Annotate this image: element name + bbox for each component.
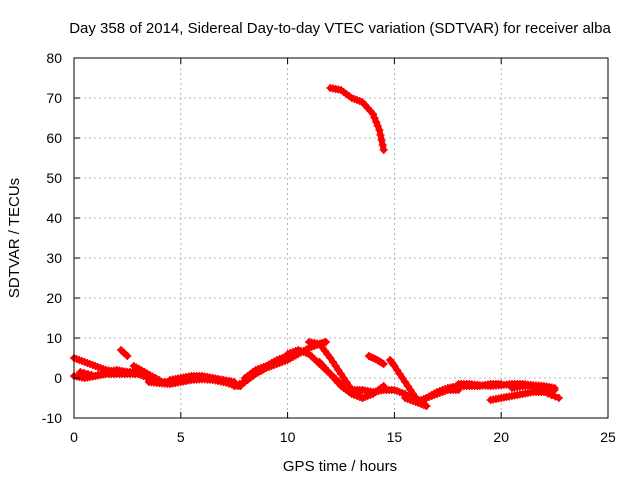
series-track-5 xyxy=(129,362,160,382)
data-point-marker xyxy=(378,141,387,149)
data-point-marker xyxy=(379,360,388,368)
chart-title: Day 358 of 2014, Sidereal Day-to-day VTE… xyxy=(69,20,611,37)
x-tick-label: 5 xyxy=(177,429,185,445)
x-tick-label: 20 xyxy=(493,429,509,445)
y-tick-label: 30 xyxy=(46,250,62,266)
data-point-marker xyxy=(76,368,85,376)
y-tick-label: 0 xyxy=(54,370,62,386)
data-point-marker xyxy=(554,394,563,402)
x-tick-label: 10 xyxy=(280,429,296,445)
series-track-13 xyxy=(326,84,388,154)
data-point-marker xyxy=(375,126,384,134)
data-point-marker xyxy=(550,386,559,394)
data-point-marker xyxy=(83,370,92,378)
data-point-marker xyxy=(121,350,130,359)
series-track-12 xyxy=(315,358,367,402)
y-tick-label: -10 xyxy=(42,410,62,426)
y-axis-label: SDTVAR / TECUs xyxy=(6,178,23,298)
plot-border xyxy=(73,57,609,419)
tick-labels: 0 5 10 15 20 25 -10 0 10 20 30 40 50 60 70 80 xyxy=(42,50,616,445)
data-point-marker xyxy=(372,118,381,126)
x-tick-label: 25 xyxy=(600,429,616,445)
y-tick-label: 50 xyxy=(46,170,62,186)
data-point-marker xyxy=(322,338,330,346)
y-tick-label: 80 xyxy=(46,50,62,66)
y-tick-label: 60 xyxy=(46,130,62,146)
y-tick-label: 20 xyxy=(46,290,62,306)
data-point-marker xyxy=(358,394,367,402)
data-point-marker xyxy=(376,131,385,139)
y-tick-label: 10 xyxy=(46,330,62,346)
x-tick-label: 0 xyxy=(70,429,78,445)
data-point-marker xyxy=(422,402,431,410)
data-point-marker xyxy=(373,122,382,130)
data-point-marker xyxy=(378,359,387,367)
data-point-marker xyxy=(123,352,132,360)
series-track-4 xyxy=(117,346,132,360)
data-point-marker xyxy=(389,360,398,369)
data-point-marker xyxy=(80,369,89,377)
y-tick-label: 40 xyxy=(46,210,62,226)
series-track-21 xyxy=(507,382,559,394)
data-point-marker xyxy=(379,146,388,154)
y-tick-label: 70 xyxy=(46,90,62,106)
x-axis-label: GPS time / hours xyxy=(283,458,397,475)
plot-frame xyxy=(73,57,609,419)
series-track-7 xyxy=(166,372,239,386)
data-point-marker xyxy=(377,136,386,144)
data-traces xyxy=(70,84,563,410)
data-point-marker xyxy=(370,114,379,122)
data-point-marker xyxy=(369,110,377,118)
series-track-15 xyxy=(364,352,388,368)
x-tick-label: 15 xyxy=(387,429,403,445)
